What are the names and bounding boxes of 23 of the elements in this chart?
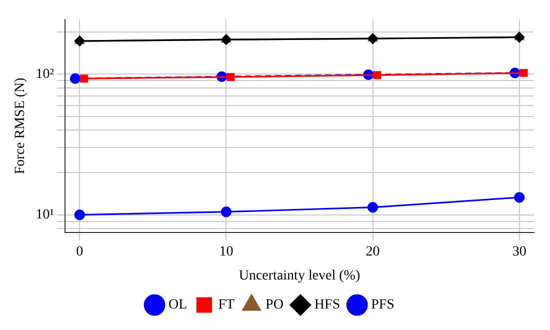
- point: [74, 210, 85, 220]
- y-tick-label: 10²: [36, 66, 54, 82]
- legend-label: OL: [168, 298, 188, 313]
- point: [514, 192, 525, 203]
- legend-label: HFS: [314, 298, 340, 313]
- x-tick-label: 30: [512, 244, 526, 260]
- legend-label: PO: [266, 298, 284, 313]
- legend-label: FT: [218, 298, 235, 313]
- point: [514, 32, 525, 43]
- x-tick-label: 10: [219, 244, 234, 260]
- point: [220, 206, 232, 218]
- x-tick-label: 0: [76, 244, 84, 260]
- y-axis-title: Force RMSE (N): [13, 77, 28, 174]
- point: [373, 71, 382, 80]
- x-axis-title: Uncertainty level (%): [238, 268, 360, 284]
- point: [80, 74, 88, 83]
- x-tick-label: 20: [366, 244, 380, 260]
- point: [520, 68, 528, 77]
- legend-label: PFS: [371, 298, 394, 313]
- point: [367, 202, 378, 213]
- y-tick-label: 10¹: [36, 207, 54, 222]
- point: [70, 73, 81, 84]
- point: [226, 72, 235, 81]
